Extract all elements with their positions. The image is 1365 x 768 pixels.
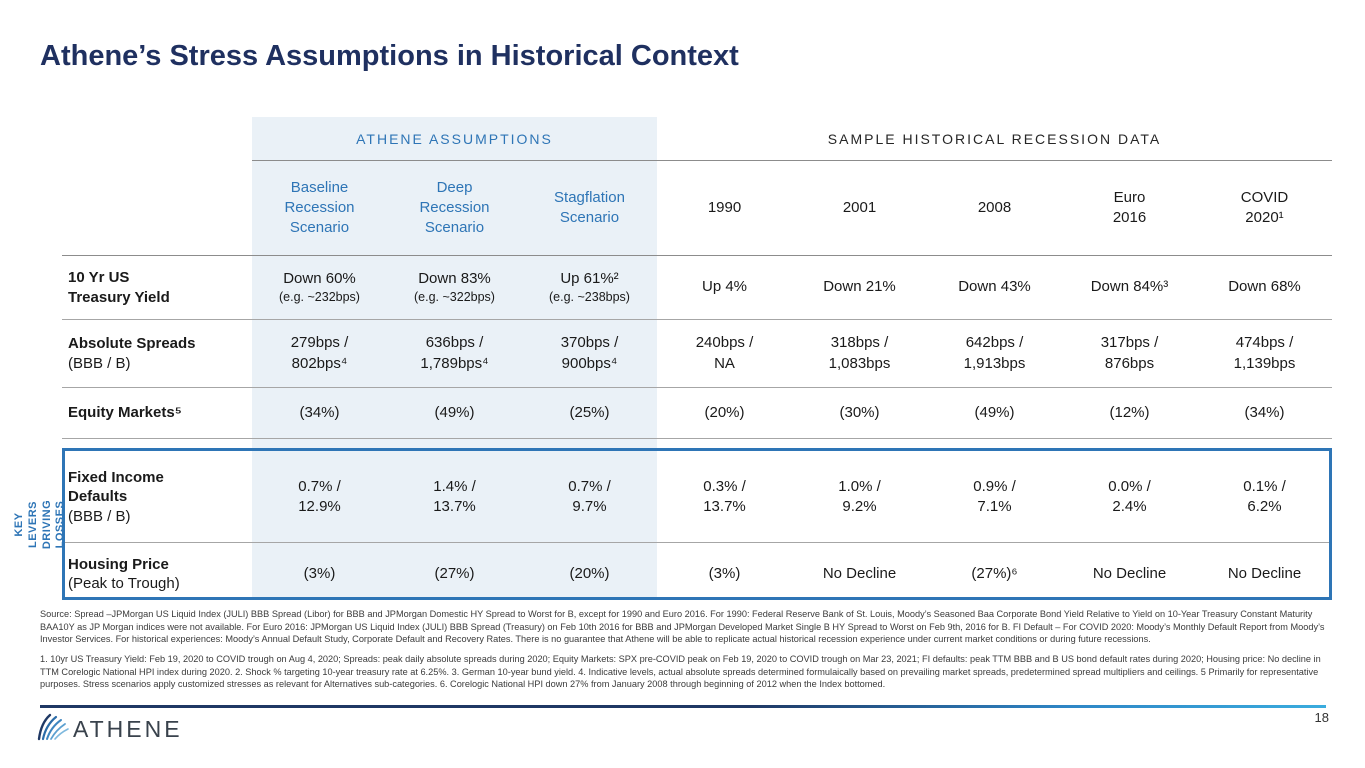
table-cell: 0.3% /13.7% — [703, 477, 746, 515]
table-cell: Up 61%² (e.g. ~238bps) — [549, 269, 630, 305]
column-header-euro-2016: Euro 2016 — [1112, 188, 1147, 226]
athene-logo-swoosh-icon — [36, 713, 70, 746]
athene-logo-text: ATHENE — [73, 716, 183, 742]
column-header-2008: 2008 — [977, 198, 1012, 216]
table-cell: Down 83% (e.g. ~322bps) — [414, 269, 495, 305]
column-header-covid-2020: COVID 2020¹ — [1240, 188, 1289, 226]
column-header-2001: 2001 — [842, 198, 877, 216]
table-cell: (25%) — [569, 403, 610, 421]
footer-divider — [40, 705, 1326, 708]
table-cell: 474bps /1,139bps — [1233, 334, 1296, 372]
row-sublabel-text: (BBB / B) — [68, 354, 131, 372]
row-sublabel-text: (Peak to Trough) — [68, 575, 180, 592]
row-label: Housing Price (Peak to Trough) — [62, 543, 252, 605]
table-cell: (49%) — [974, 403, 1015, 421]
table-row-fixed-income-defaults: Fixed Income Defaults (BBB / B) 0.7% /12… — [62, 452, 1332, 543]
table-cell: Down 21% — [823, 278, 896, 296]
page-number: 18 — [1314, 710, 1329, 725]
footnotes-text: 1. 10yr US Treasury Yield: Feb 19, 2020 … — [40, 654, 1321, 690]
row-sublabel-text: (BBB / B) — [68, 507, 131, 525]
table-cell: Down 43% — [958, 278, 1031, 296]
table-cell: (3%) — [708, 564, 741, 582]
group-header-row: ATHENE ASSUMPTIONS SAMPLE HISTORICAL REC… — [62, 117, 1332, 161]
column-header-stagflation: Stagflation Scenario — [554, 188, 625, 226]
table-cell: 0.1% /6.2% — [1243, 477, 1286, 515]
group-header-historical: SAMPLE HISTORICAL RECESSION DATA — [657, 117, 1332, 161]
row-label: 10 Yr US Treasury Yield — [62, 256, 252, 319]
table-cell: No Decline — [1227, 564, 1302, 582]
column-header-spacer — [62, 161, 252, 255]
table-cell: Down 68% — [1228, 278, 1301, 296]
table-cell: (27%) — [434, 564, 475, 582]
table-cell: 0.0% /2.4% — [1108, 477, 1151, 515]
table-cell: 636bps /1,789bps⁴ — [420, 334, 489, 372]
page-title: Athene’s Stress Assumptions in Historica… — [40, 40, 739, 72]
table-cell: 1.4% /13.7% — [433, 477, 476, 515]
row-label-text: Equity Markets⁵ — [68, 404, 182, 422]
row-label-text: Fixed Income Defaults — [68, 468, 164, 506]
athene-logo: ATHENE — [36, 713, 183, 746]
table-cell: 0.9% /7.1% — [973, 477, 1016, 515]
table-cell: (20%) — [569, 564, 610, 582]
row-label: Equity Markets⁵ — [62, 388, 252, 438]
table-cell: Down 60% (e.g. ~232bps) — [279, 269, 360, 305]
table-cell: 1.0% /9.2% — [838, 477, 881, 515]
row-label-text: Absolute Spreads — [68, 335, 196, 352]
source-text: Source: Spread –JPMorgan US Liquid Index… — [40, 609, 1325, 645]
key-levers-label-text: KEY LEVERS DRIVING LOSSES — [13, 499, 67, 549]
table-cell: (27%)⁶ — [971, 564, 1018, 582]
table-cell: (12%) — [1109, 403, 1150, 421]
table-row-equity-markets: Equity Markets⁵ (34%) (49%) (25%) (20%) … — [62, 388, 1332, 439]
assumptions-table: ATHENE ASSUMPTIONS SAMPLE HISTORICAL REC… — [62, 117, 1332, 605]
column-header-baseline: Baseline Recession Scenario — [284, 178, 355, 237]
row-label-text: Housing Price — [68, 555, 169, 573]
table-cell: No Decline — [822, 564, 897, 582]
table-cell: 642bps /1,913bps — [963, 334, 1026, 372]
table-cell: (3%) — [303, 564, 336, 582]
key-levers-label: KEY LEVERS DRIVING LOSSES — [14, 448, 67, 600]
table-cell: 318bps /1,083bps — [828, 334, 891, 372]
athene-columns-highlight — [252, 117, 657, 600]
table-cell: Up 4% — [701, 278, 748, 296]
column-header-deep: Deep Recession Scenario — [419, 178, 490, 237]
table-cell: (49%) — [434, 403, 475, 421]
table-row-absolute-spreads: Absolute Spreads (BBB / B) 279bps /802bp… — [62, 320, 1332, 388]
table-cell: (20%) — [704, 403, 745, 421]
row-label: Fixed Income Defaults (BBB / B) — [62, 452, 252, 542]
table-cell: No Decline — [1092, 564, 1167, 582]
spacer-row — [62, 439, 1332, 452]
group-header-spacer — [62, 117, 252, 161]
table-cell: (34%) — [1244, 403, 1285, 421]
table-cell: 317bps /876bps — [1100, 334, 1159, 372]
table-row-treasury-yield: 10 Yr US Treasury Yield Down 60% (e.g. ~2… — [62, 256, 1332, 320]
row-label-text: 10 Yr US Treasury Yield — [68, 269, 170, 306]
row-label: Absolute Spreads (BBB / B) — [62, 320, 252, 387]
table-cell: 0.7% /12.9% — [298, 477, 341, 515]
table-cell: Down 84%³ — [1090, 278, 1169, 296]
column-header-row: Baseline Recession Scenario Deep Recessi… — [62, 161, 1332, 256]
column-header-1990: 1990 — [707, 198, 742, 216]
table-cell: (34%) — [299, 403, 340, 421]
table-cell: 279bps /802bps⁴ — [290, 334, 349, 372]
group-header-athene: ATHENE ASSUMPTIONS — [252, 117, 657, 161]
table-cell: 240bps / NA — [695, 334, 754, 372]
table-cell: (30%) — [839, 403, 880, 421]
table-cell: 0.7% /9.7% — [568, 477, 611, 515]
table-cell: 370bps /900bps⁴ — [560, 334, 619, 372]
table-row-housing-price: Housing Price (Peak to Trough) (3%) (27%… — [62, 543, 1332, 605]
